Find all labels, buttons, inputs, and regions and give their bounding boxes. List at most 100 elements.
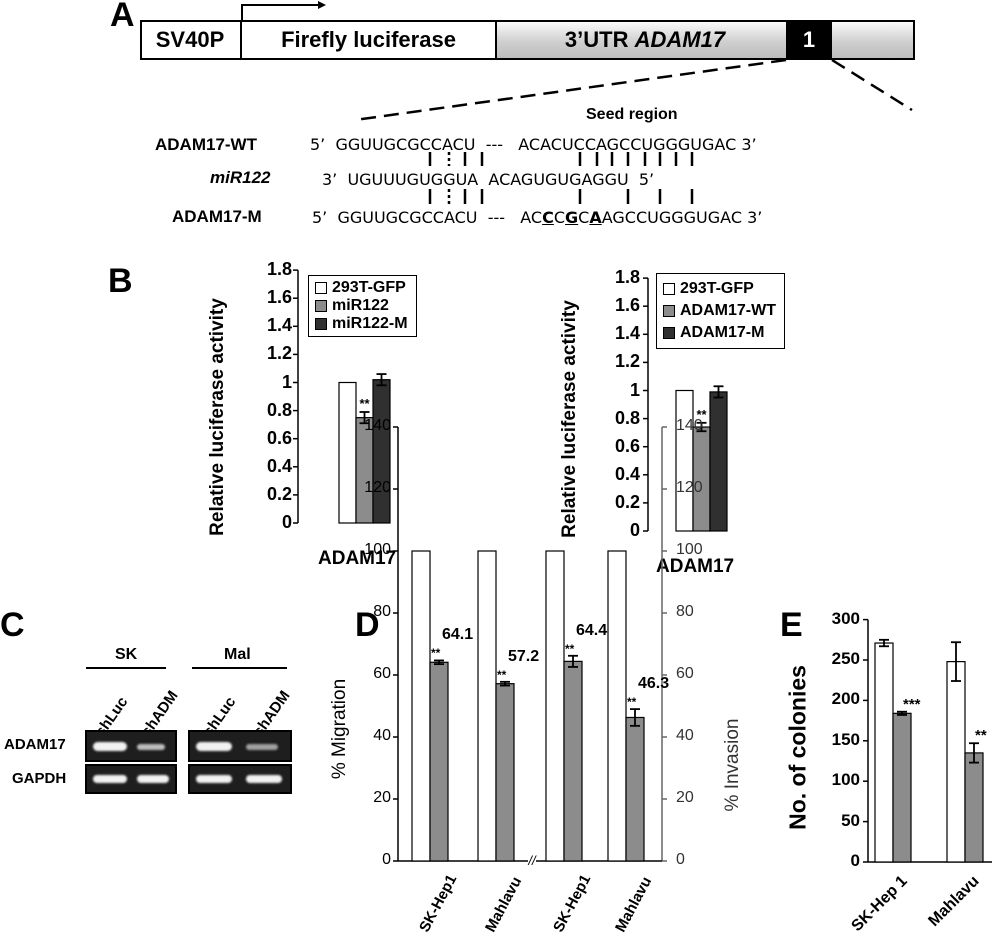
y-tick-label-right: 100 [676,541,703,558]
value-label: 46.3 [638,675,670,693]
legend-item: miR122 [315,297,408,315]
y-tick-label: 150 [831,729,860,749]
significance-label: ** [975,727,987,745]
y-tick-label: 0.8 [614,407,640,428]
y-tick-label: 1 [281,371,292,392]
gel-gapdh-sk [85,764,177,794]
seq-wt: 5’ GGUUGCGCCACU --- ACACUCCAGCCUGGGUGAC … [310,135,757,154]
b-left-xlabel: ADAM17 [318,548,397,569]
seed-region-label: Seed region [586,106,678,123]
y-tick-label: 0.8 [266,399,292,420]
panel-d-letter: D [355,606,380,644]
y-tick-label: 100 [364,541,391,558]
y-tick-label: 1.4 [266,315,292,336]
bar [874,642,894,863]
bar [607,550,627,862]
legend-item: ADAM17-WT [663,300,776,322]
y-tick-label-right: 120 [676,479,703,496]
y-tick-label: 1.8 [614,267,640,288]
y-tick-label-right: 20 [676,789,694,806]
significance-label: ** [696,407,707,422]
y-tick-label: 20 [373,789,391,806]
gel-gapdh-mal [188,764,292,794]
y-tick-label-right: 60 [676,665,694,682]
y-tick-label: 1.2 [266,343,292,364]
y-tick-label: 0.2 [614,491,640,512]
legend-item: 293T-GFP [663,278,776,300]
panel-c-letter: C [0,606,25,644]
y-tick-label: 0.4 [614,463,640,484]
promoter-arrow [241,4,318,20]
y-tick-label: 0.4 [266,455,292,476]
arrowhead-icon [318,1,326,9]
y-tick-label: 1 [629,379,640,400]
y-tick-label: 120 [364,479,391,496]
y-tick-label: 40 [373,727,391,744]
y-tick-label: 0.6 [266,427,292,448]
y-tick-label: 140 [364,417,391,434]
b-left-legend: 293T-GFP miR122 miR122-M [308,275,417,337]
y-tick-label: 100 [831,770,860,790]
y-tick-label: 50 [841,810,860,830]
legend-item: ADAM17-M [663,322,776,344]
legend-item: 293T-GFP [315,279,408,297]
y-tick-label: 80 [373,603,391,620]
group-label-mal: Mal [224,646,251,663]
value-label: 57.2 [508,647,540,665]
row-label-adam17: ADAM17 [4,736,66,753]
seq-mir122: 3’ UGUUUGUGGUA ACAGUGUGAGGU 5’ [322,170,655,189]
b-right-legend: 293T-GFP ADAM17-WT ADAM17-M [656,273,785,349]
y-tick-label: 250 [831,649,860,668]
y-tick-label: 0 [850,851,860,870]
y-tick-label-right: 80 [676,603,694,620]
y-tick-label: 1.6 [266,287,292,308]
bar [892,712,912,863]
y-tick-label: 1.2 [614,351,640,372]
y-tick-label-right: 40 [676,727,694,744]
significance-label: ** [565,641,575,656]
row-label-gapdh: GAPDH [12,770,67,787]
zoom-line-left [354,58,787,122]
site-1-box: 1 [786,20,832,60]
utr-label: 3’UTR ADAM17 [564,27,726,52]
bar [946,661,966,863]
y-tick-label: 0.2 [266,483,292,504]
sv40p-box: SV40P [140,20,242,60]
significance-label: *** [903,695,921,713]
gel-adam17-mal [188,730,292,762]
significance-label: ** [359,396,370,411]
panel-a-letter: A [110,0,135,34]
group-label-sk: SK [115,646,138,663]
panel-b-letter: B [108,262,133,300]
y-tick-label: 200 [831,689,860,709]
axis-break-mark: // [527,853,537,868]
gel-adam17-sk [85,730,177,762]
y-tick-label-right: 140 [676,417,703,434]
y-tick-label: 1.6 [614,295,640,316]
seq-mutant: 5’ GGUUGCGCCACU --- ACCCGCAAGCCUGGGUGAC … [312,208,763,227]
y-tick-label: 0 [281,512,292,532]
y-tick-label: 60 [373,665,391,682]
y-tick-label: 300 [831,608,860,628]
b-right-xlabel: ADAM17 [656,556,735,577]
panel-e-letter: E [780,606,803,644]
y-tick-label: 0.6 [614,435,640,456]
y-tick-label: 0 [382,851,391,868]
zoom-line-right [831,58,913,112]
group-line-mal [192,667,287,669]
luciferase-box: Firefly luciferase [242,20,497,60]
significance-label: ** [497,667,507,682]
utr-box [497,22,913,58]
seq-label-mutant: ADAM17-M [172,207,262,226]
y-tick-label: 1.4 [614,323,640,344]
y-tick-label: 0 [629,520,640,540]
significance-label: ** [431,646,441,661]
seq-label-mir122: miR122 [210,168,271,187]
y-tick-label: 1.8 [266,259,292,280]
significance-label: ** [627,695,637,710]
